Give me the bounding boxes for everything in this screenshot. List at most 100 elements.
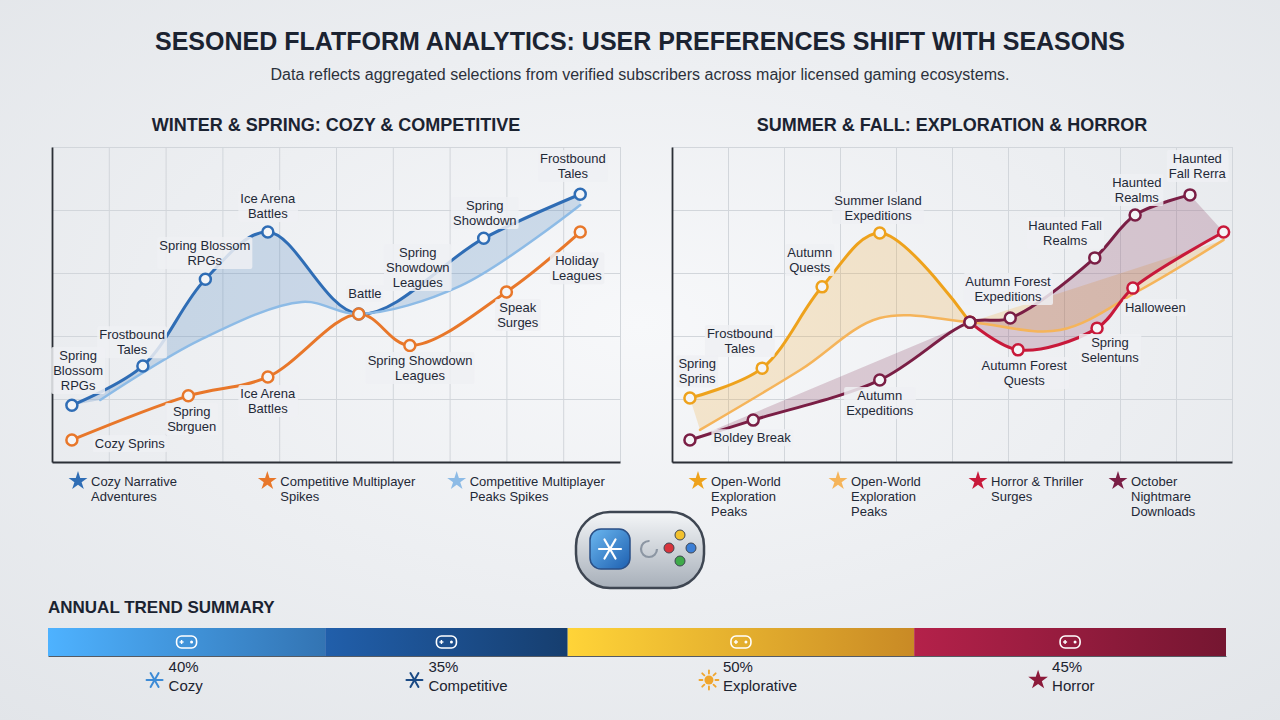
pad-icon — [1060, 636, 1080, 648]
axis-line — [52, 148, 54, 463]
annotation-line: Spring Blossom — [159, 238, 250, 253]
x-axis — [53, 147, 621, 462]
icon-core — [704, 676, 713, 685]
annotation-line: Expeditions — [974, 289, 1042, 304]
annotation-line: Tales — [117, 342, 148, 357]
annotation-line: Speak — [499, 300, 536, 315]
annotation: FrostboundTales — [99, 327, 165, 357]
annotation-line: Quests — [1004, 373, 1046, 388]
annotation-line: Spring Showdown — [368, 353, 473, 368]
series-marker — [817, 281, 828, 292]
text-line: Competitive Multiplayer — [280, 474, 419, 489]
grid-line — [52, 147, 53, 462]
annotation-line: Showdown — [453, 213, 517, 228]
series-line — [970, 232, 1224, 350]
pad-icon — [177, 636, 197, 648]
label-patch — [238, 190, 298, 222]
annotation-line: Battles — [248, 401, 288, 416]
pad-button — [675, 530, 685, 540]
icon-ray — [708, 671, 710, 674]
text-line: Spikes — [280, 489, 320, 504]
snowflake-icon — [147, 673, 163, 687]
annotation: FrostboundTales — [540, 151, 606, 181]
annotation: Halloween — [1125, 300, 1186, 315]
panel-title: WINTER & SPRING: COZY & COMPETITIVE — [152, 115, 521, 135]
axis-line-holder — [672, 148, 673, 463]
annotation: HauntedRealms — [1112, 175, 1161, 205]
summary-segment — [568, 628, 914, 656]
icon-ray — [708, 687, 710, 690]
series-line — [72, 232, 580, 440]
icon-stroke — [605, 539, 616, 558]
annotation: Autumn ForestExpeditions — [965, 274, 1051, 304]
text-line: Surges — [991, 489, 1033, 504]
pad-icon-button — [1074, 641, 1077, 644]
legend-item: Horror & Thriller Surges — [969, 471, 1087, 504]
text-line: Horror & Thriller — [991, 474, 1087, 489]
snowflake-icon — [599, 539, 621, 558]
grid-line — [109, 147, 110, 462]
legend-item: Open-World Exploration Peaks — [829, 471, 925, 519]
text-line: Peaks Spikes — [470, 489, 549, 504]
value-label: 35% — [428, 658, 458, 675]
annotation-line: Battle — [348, 286, 381, 301]
line-panel: SUMMER & FALL: EXPLORATION & HORRORHaunt… — [672, 115, 1233, 519]
pad-body — [576, 512, 704, 588]
annotation-line: Selentuns — [1081, 350, 1139, 365]
annotation-line: Sprins — [679, 371, 716, 386]
series-marker — [1130, 210, 1141, 221]
annotation-line: Cozy Sprins — [95, 436, 166, 451]
legend-item: Cozy Narrative Adventures — [69, 471, 181, 504]
series-marker — [1185, 189, 1196, 200]
text-line: Competitive Multiplayer — [470, 474, 609, 489]
value-label: 50% — [723, 658, 753, 675]
pad-icon-body — [436, 636, 456, 648]
annotation: Spring ShowdownLeagues — [368, 353, 473, 383]
text-line: Open-World — [851, 474, 924, 489]
legend-swatch — [69, 471, 88, 489]
label-patch — [844, 387, 916, 419]
annotation-line: Tales — [725, 341, 756, 356]
legend-label: Cozy Narrative Adventures — [91, 474, 181, 504]
band-fill — [690, 195, 1224, 440]
chart-root: SESONED FLATFORM ANALYTICS: USER PREFERE… — [0, 0, 1280, 720]
annotation: SpringSbrguen — [167, 404, 216, 434]
axis-line — [672, 148, 674, 463]
legend-label: Competitive Multiplayer Spikes — [280, 474, 419, 504]
axis-lines — [673, 148, 1233, 463]
series-line — [100, 205, 580, 400]
text-line: Peaks — [711, 504, 748, 519]
axis-line — [49, 656, 1227, 657]
annotation-line: Spring — [678, 356, 716, 371]
series-marker — [262, 371, 273, 382]
series-marker — [262, 227, 273, 238]
grid-line — [1232, 147, 1233, 462]
summary-segment — [48, 628, 325, 656]
annotation: HauntedFall Rerra — [1169, 151, 1227, 181]
y-axis — [672, 148, 1232, 463]
series-marker — [501, 286, 512, 297]
series-marker — [200, 274, 211, 285]
series-line — [700, 240, 1224, 430]
tick — [52, 462, 620, 463]
icon-ray — [715, 679, 718, 681]
annotation-line: Haunted Fall — [1028, 218, 1102, 233]
annotation-line: Realms — [1043, 233, 1088, 248]
series-marker — [66, 400, 77, 411]
category-label: Cozy — [169, 677, 204, 694]
main-title: SESONED FLATFORM ANALYTICS: USER PREFERE… — [155, 27, 1125, 55]
annotation-line: Haunted — [1173, 151, 1222, 166]
annotation-line: Frostbound — [540, 151, 606, 166]
label-patch — [832, 192, 923, 224]
series-marker — [353, 308, 364, 319]
annotation: SpringSprins — [678, 356, 716, 386]
text-line: Adventures — [91, 489, 157, 504]
pad-icon-cross — [735, 640, 736, 644]
series-marker — [684, 393, 695, 404]
axis-line — [53, 462, 621, 464]
annotation: FrostboundTales — [707, 326, 773, 356]
axis-line — [673, 462, 1233, 464]
center-gamepad — [576, 512, 704, 588]
annotation-line: Fall Rerra — [1169, 166, 1227, 181]
series-marker — [404, 340, 415, 351]
